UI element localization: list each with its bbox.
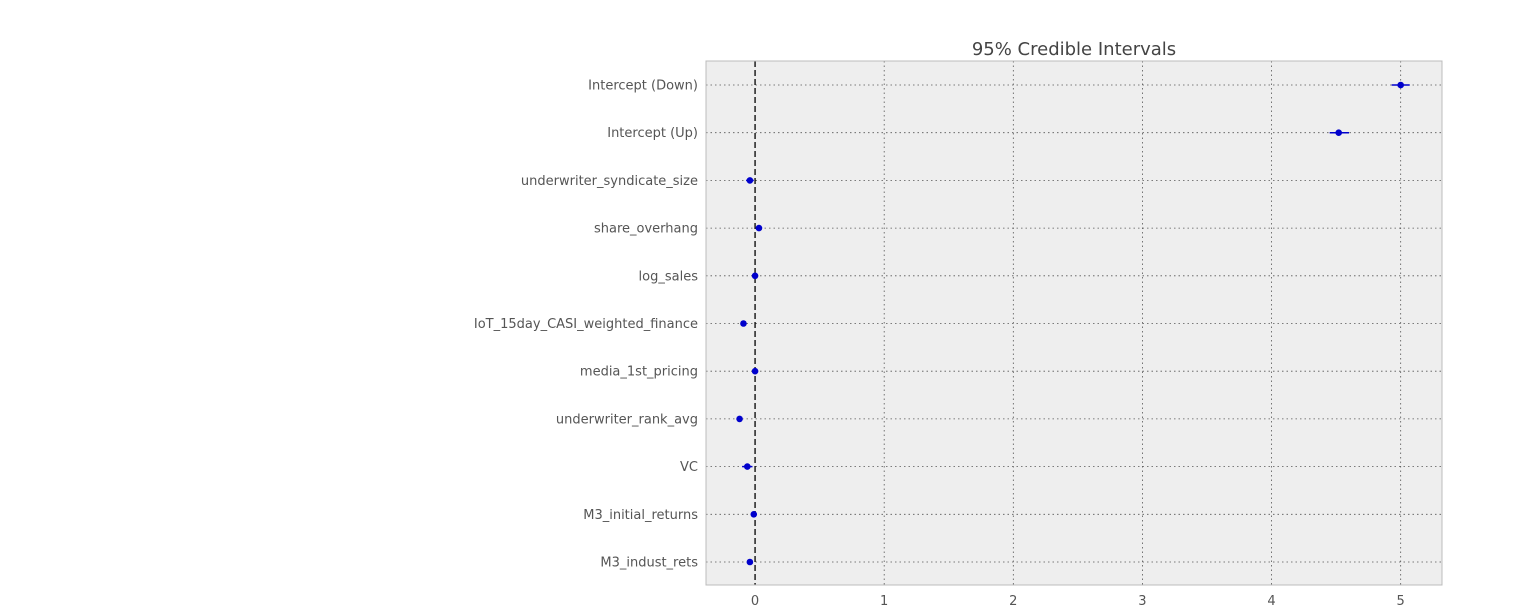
chart-title: 95% Credible Intervals [972, 39, 1176, 60]
x-tick-label: 2 [1009, 594, 1017, 609]
estimate-point [736, 415, 743, 423]
estimate-point [740, 320, 747, 327]
plot-area [706, 61, 1442, 585]
x-tick-label: 5 [1397, 594, 1405, 609]
plot-frame [705, 60, 1443, 586]
estimate-point [751, 272, 759, 280]
grid-lines [706, 61, 1442, 585]
x-tick-label: 4 [1267, 594, 1275, 609]
y-axis-labels: Intercept (Down) Intercept (Up) underwrite… [474, 79, 698, 571]
estimate-point [746, 558, 754, 566]
estimate-point [746, 177, 754, 184]
y-tick-label: M3_indust_rets [600, 556, 698, 571]
estimate-point [1397, 81, 1404, 89]
estimate-point [755, 224, 763, 232]
estimate-point [744, 463, 751, 470]
x-tick-label: 1 [880, 594, 888, 609]
y-tick-label: M3_initial_returns [583, 508, 698, 523]
y-tick-label: underwriter_syndicate_size [521, 174, 698, 189]
y-tick-label: log_sales [639, 269, 699, 284]
estimate-point [751, 367, 759, 375]
interval-marks [736, 81, 1410, 566]
y-tick-label: Intercept (Up) [607, 126, 698, 141]
y-tick-label: IoT_15day_CASI_weighted_finance [474, 317, 698, 332]
y-tick-label: media_1st_pricing [580, 365, 698, 380]
y-tick-label: share_overhang [594, 222, 698, 237]
y-tick-label: VC [680, 460, 698, 475]
estimate-point [1335, 129, 1343, 136]
x-axis-ticks: 0 1 2 3 4 5 [751, 594, 1405, 609]
estimate-point [750, 511, 758, 518]
y-tick-label: Intercept (Down) [588, 79, 698, 94]
x-tick-label: 0 [751, 594, 759, 609]
y-tick-label: underwriter_rank_avg [556, 412, 698, 427]
x-tick-label: 3 [1138, 594, 1146, 609]
